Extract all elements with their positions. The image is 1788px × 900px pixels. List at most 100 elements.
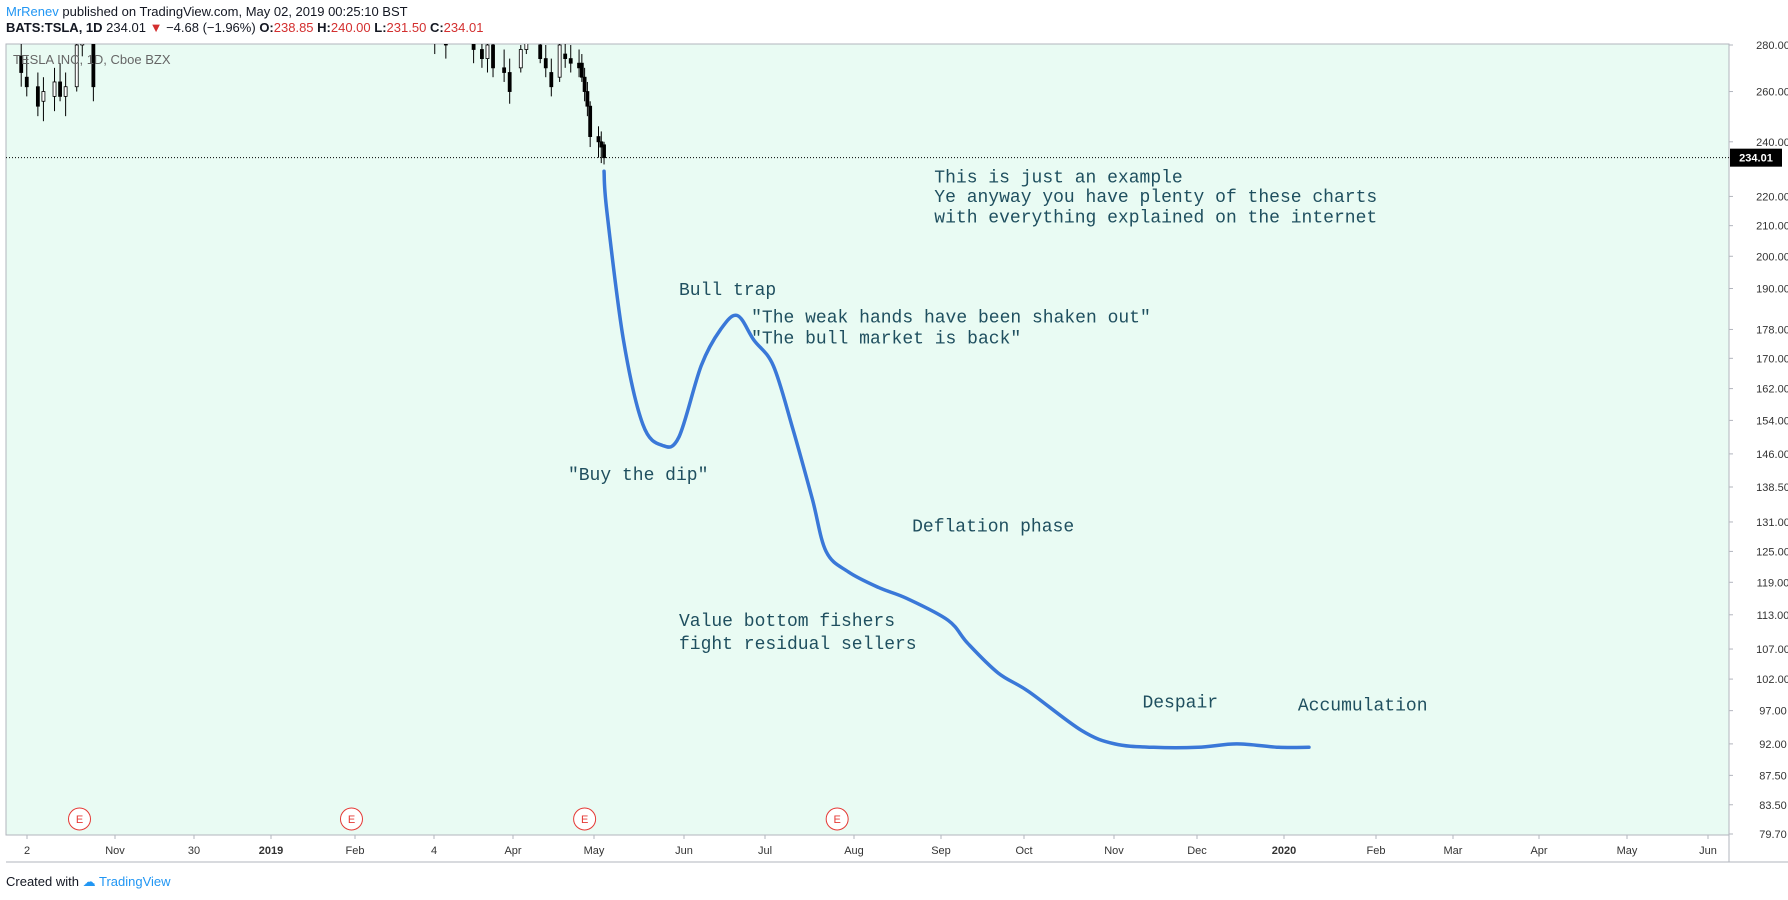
candle-series [19,44,606,165]
price-tick-label: 119.00 [1757,577,1788,589]
candle [602,141,606,165]
candle [80,44,85,57]
earnings-label: E [581,814,588,826]
earnings-label: E [76,814,83,826]
down-arrow-icon: ▼ [149,20,163,35]
plot-area[interactable] [5,43,1730,836]
candle [596,126,601,158]
annotation-text: Accumulation [1298,697,1428,717]
time-tick-label: Jun [675,845,693,857]
price-tick-label: 162.00 [1756,384,1788,396]
low-label: L: [374,20,387,35]
time-tick-label: Jun [1699,845,1717,857]
author-link[interactable]: MrRenev [6,4,59,19]
created-with-text: Created with [6,874,79,889]
candle [582,67,587,102]
candle [588,101,593,148]
time-tick-label: 30 [188,845,200,857]
price-tick-label: 178.00 [1756,324,1788,336]
price-tick-label: 260.00 [1756,87,1788,99]
earnings-e-icon[interactable]: E [573,807,597,831]
candle [518,45,523,73]
candle [74,44,79,92]
candle [549,58,554,97]
price-tick-label: 92.00 [1759,739,1787,751]
candle [585,81,590,117]
time-tick-label: Feb [346,845,365,857]
low-value: 231.50 [386,20,427,35]
candle [538,44,543,64]
price-tick-label: 97.00 [1759,706,1787,718]
annotation-text: with everything explained on the interne… [934,209,1377,229]
annotation-text: fight residual sellers [679,635,917,655]
time-tick-label: May [584,845,605,857]
annotation-text: "Buy the dip" [568,466,708,486]
earnings-e-icon[interactable]: E [825,807,849,831]
candle [19,44,24,87]
last-price-tag-bg [1730,148,1782,167]
price-tick-label: 154.00 [1756,415,1788,427]
price-tick-label: 170.00 [1756,353,1788,365]
candle [563,44,568,68]
price-tick-label: 83.50 [1759,800,1787,812]
annotation-text: Value bottom fishers [679,612,895,632]
annotation-text: Deflation phase [912,518,1074,538]
close-value: 234.01 [443,20,484,35]
earnings-e-icon[interactable]: E [68,807,92,831]
candle [485,44,490,73]
candle [543,45,548,78]
open-value: 238.85 [273,20,314,35]
time-tick-label: May [1617,845,1638,857]
publish-info: MrRenev published on TradingView.com, Ma… [6,4,408,19]
candle [579,54,584,82]
time-tick-label: Nov [1104,845,1124,857]
last-price-tag-label: 234.01 [1739,153,1773,165]
price-tick-label: 125.00 [1756,546,1788,558]
time-tick-label: 2019 [259,845,283,857]
time-axis[interactable]: 2 Nov 30 2019 Feb 4 Apr May Jun Jul Aug Sep Oct Nov De… [24,835,1717,857]
tradingview-link[interactable]: TradingView [99,874,171,889]
chart-legend: TESLA INC, 1D, Cboe BZX [13,52,171,67]
candle [524,44,529,55]
time-tick-label: Jul [758,845,772,857]
open-label: O: [259,20,274,35]
earnings-e-icon[interactable]: E [339,807,363,831]
annotation-text: Despair [1142,693,1218,713]
price-change: −4.68 (−1.96%) [166,20,256,35]
published-text: published on TradingView.com, May 02, 20… [62,4,408,19]
symbol-label: BATS:TSLA, 1D [6,20,103,35]
time-tick-label: Apr [1530,845,1547,857]
candle [557,44,562,82]
last-price-tag: 234.01 [1730,148,1782,167]
earnings-label: E [833,814,840,826]
candle [434,44,436,55]
candle [41,77,46,122]
candle [24,56,29,97]
time-tick-label: Mar [1444,845,1463,857]
high-value: 240.00 [330,20,371,35]
candle [491,44,495,78]
price-tick-label: 146.00 [1756,449,1788,461]
last-price: 234.01 [106,20,146,35]
price-tick-label: 190.00 [1756,283,1788,295]
time-tick-label: 4 [431,845,437,857]
candle [507,58,512,104]
tradingview-logo-icon[interactable]: ☁ [82,874,96,889]
price-tick-label: 138.50 [1756,482,1788,494]
price-tick-label: 102.00 [1756,674,1788,686]
candle [63,72,68,117]
candle [480,44,484,68]
candle [471,44,476,64]
candle [91,44,96,102]
high-label: H: [317,20,331,35]
price-tick-label: 113.00 [1757,610,1788,622]
candle [58,63,62,102]
annotation-text: Ye anyway you have plenty of these chart… [934,188,1377,208]
price-tick-label: 200.00 [1756,251,1788,263]
close-label: C: [429,20,444,35]
price-tick-label: 240.00 [1756,137,1788,149]
price-axis[interactable]: 280.00 260.00 240.00 220.00 210.00 200.00 190.… [1729,40,1788,841]
